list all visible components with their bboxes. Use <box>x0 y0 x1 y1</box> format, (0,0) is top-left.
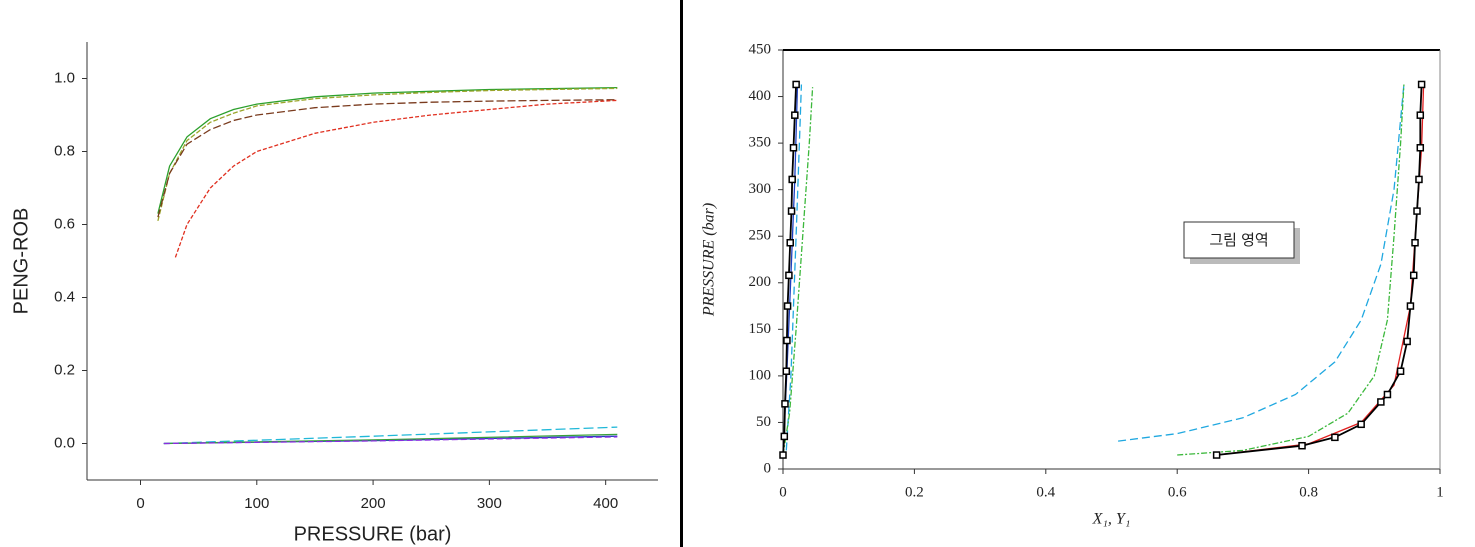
marker <box>786 238 794 247</box>
y-tick-label: 250 <box>749 228 772 244</box>
marker <box>1409 271 1418 280</box>
y-tick-label: 50 <box>756 414 771 430</box>
marker <box>1416 144 1425 152</box>
marker <box>1411 238 1419 247</box>
marker <box>1377 398 1385 406</box>
marker <box>785 271 793 280</box>
series-line <box>163 426 618 445</box>
y-tick-label: 350 <box>749 135 772 151</box>
y-axis-label: PENG-ROB <box>10 208 32 315</box>
divider <box>680 0 683 547</box>
x-tick-label: 400 <box>593 495 618 512</box>
marker <box>788 175 796 184</box>
marker <box>1416 111 1425 119</box>
series-line <box>163 433 618 445</box>
x-tick-label: 0 <box>136 495 144 512</box>
marker <box>1413 207 1421 215</box>
x-tick-label: 1 <box>1436 484 1444 500</box>
y-tick-label: 1.0 <box>54 69 75 86</box>
y-tick-label: 0.0 <box>54 434 75 451</box>
annotation: 그림 영역 <box>1209 232 1268 249</box>
x-tick-label: 0.2 <box>905 484 924 500</box>
y-tick-label: 0.4 <box>54 288 75 305</box>
series-line <box>1216 84 1425 456</box>
series-line <box>785 84 1405 451</box>
x-tick-label: 0.6 <box>1168 484 1187 500</box>
x-tick-label: 0.4 <box>1036 484 1055 500</box>
x-axis-label: PRESSURE (bar) <box>294 523 452 545</box>
x-tick-label: 0.8 <box>1299 484 1318 500</box>
x-tick-label: 100 <box>244 495 269 512</box>
series-line <box>157 86 618 214</box>
marker <box>1212 451 1221 459</box>
series-line <box>174 99 618 258</box>
y-tick-label: 200 <box>749 274 772 290</box>
series-line <box>157 87 618 222</box>
marker <box>781 400 789 408</box>
x-tick-label: 200 <box>361 495 386 512</box>
x-tick-label: 300 <box>477 495 502 512</box>
x-tick-label: 0 <box>779 484 787 500</box>
marker <box>1406 302 1415 310</box>
marker <box>1403 337 1411 346</box>
y-tick-label: 0.2 <box>54 361 75 378</box>
marker <box>779 451 787 459</box>
series-line <box>782 84 1405 456</box>
marker <box>783 302 792 310</box>
y-tick-label: 450 <box>749 41 772 57</box>
marker <box>1415 175 1423 184</box>
marker <box>1417 80 1426 89</box>
marker <box>1396 367 1405 375</box>
annotation-box <box>1183 221 1295 259</box>
marker <box>780 432 789 441</box>
marker <box>782 367 791 375</box>
y-tick-label: 0 <box>764 460 772 476</box>
y-tick-label: 0.6 <box>54 215 75 232</box>
y-tick-label: 300 <box>749 181 772 197</box>
marker <box>787 207 796 215</box>
marker <box>1357 420 1365 429</box>
series-line <box>163 436 618 445</box>
marker <box>1331 433 1339 442</box>
y-tick-label: 400 <box>749 88 772 104</box>
marker <box>791 111 799 119</box>
x-axis-label: X₁, Y₁ <box>1092 511 1131 528</box>
y-tick-label: 150 <box>749 321 772 337</box>
marker <box>1383 390 1392 399</box>
y-tick-label: 0.8 <box>54 142 75 159</box>
marker <box>789 144 798 152</box>
y-tick-label: 100 <box>749 367 772 383</box>
marker <box>1298 441 1306 450</box>
y-axis-label: PRESSURE (bar) <box>701 203 718 317</box>
series-line <box>157 99 618 218</box>
marker <box>783 336 791 345</box>
marker <box>792 80 800 89</box>
